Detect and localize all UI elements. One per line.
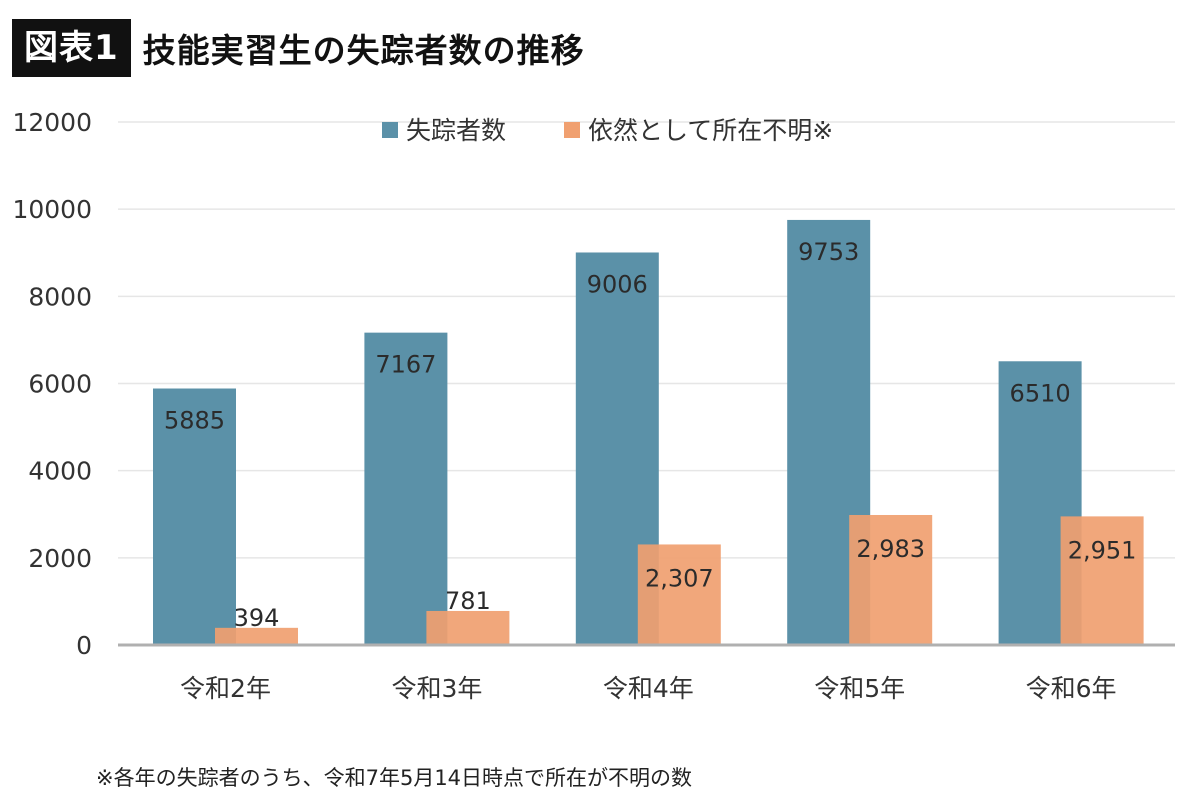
- bar-series2: [849, 514, 933, 645]
- bar-series1: [153, 388, 236, 645]
- x-category-label: 令和5年: [814, 674, 905, 703]
- data-label-series2: 2,307: [645, 564, 714, 592]
- y-tick-label: 12000: [12, 108, 92, 137]
- legend-swatch-series1: [382, 122, 398, 138]
- y-tick-label: 10000: [12, 195, 92, 224]
- footnote: ※各年の失踪者のうち、令和7年5月14日時点で所在が不明の数: [96, 766, 693, 790]
- x-category-label: 令和4年: [603, 674, 694, 703]
- data-label-series2: 394: [234, 604, 280, 632]
- bar-series2: [1060, 516, 1144, 645]
- y-tick-label: 6000: [28, 370, 92, 399]
- bar-series2: [215, 627, 298, 645]
- data-label-series1: 5885: [164, 407, 225, 435]
- y-tick-label: 0: [76, 631, 92, 660]
- legend-label-series2: 依然として所在不明※: [588, 116, 833, 145]
- bar-series1: [364, 332, 448, 645]
- y-tick-label: 4000: [28, 457, 92, 486]
- data-label-series1: 7167: [375, 351, 436, 379]
- data-label-series1: 9753: [798, 238, 859, 266]
- y-tick-label: 2000: [28, 544, 92, 573]
- x-category-label: 令和3年: [391, 674, 482, 703]
- data-label-series2: 2,983: [856, 535, 925, 563]
- y-tick-label: 8000: [28, 282, 92, 311]
- data-label-series1: 6510: [1010, 379, 1071, 407]
- figure-header: 図表1 技能実習生の失踪者数の推移: [12, 18, 585, 78]
- bar-series2: [637, 544, 721, 645]
- x-category-label: 令和6年: [1026, 674, 1117, 703]
- figure-number-badge: 図表1: [12, 19, 131, 77]
- data-label-series2: 2,951: [1068, 536, 1137, 564]
- x-category-label: 令和2年: [180, 674, 271, 703]
- bar-series2: [426, 610, 510, 645]
- chart-title: 技能実習生の失踪者数の推移: [142, 31, 585, 70]
- legend-swatch-series2: [564, 122, 580, 138]
- data-label-series2: 781: [445, 587, 491, 615]
- legend-label-series1: 失踪者数: [406, 116, 506, 145]
- data-label-series1: 9006: [587, 270, 648, 298]
